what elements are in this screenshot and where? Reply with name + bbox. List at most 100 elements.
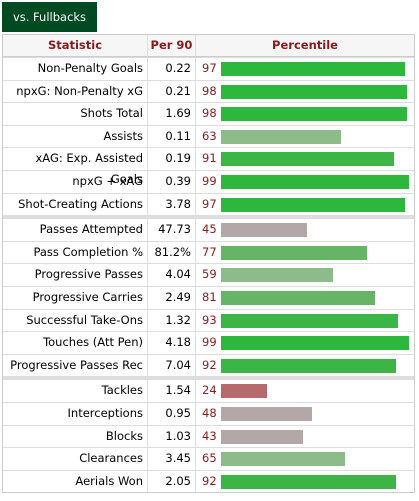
percentile-value: 45 [202,222,217,237]
percentile-bar [221,197,406,212]
percentile-bar [221,474,396,489]
stat-name: Assists [3,125,148,148]
percentile-cell: 93 [196,310,414,332]
per90: 2.05 [148,470,196,493]
header: Per 90 [148,35,196,56]
stat-name: Passes Attempted [3,219,148,241]
per90: 7.04 [148,354,196,377]
percentile-cell: 45 [196,219,414,241]
stat-name: Non-Penalty Goals [3,58,148,80]
stat-row: Aerials Won 2.05 92 [3,469,414,493]
stat-name: Clearances [3,448,148,470]
stat-name: Tackles [3,380,148,402]
stat-row: npxG: Non-Penalty xG 0.21 98 [3,79,414,103]
percentile-value: 92 [202,357,217,372]
percentile-cell: 99 [196,332,414,354]
percentile-bar [221,174,410,189]
stat-row: Tackles 1.54 24 [3,376,414,402]
percentile-cell: 24 [196,380,414,402]
percentile-value: 77 [202,244,217,259]
per90: 0.22 [148,58,196,80]
percentile-value: 97 [202,196,217,211]
per90: 2.49 [148,286,196,309]
percentile-cell: 97 [196,58,414,80]
per90: 47.73 [148,219,196,241]
percentile-bar [221,336,410,351]
percentile-bar [221,62,406,76]
percentile-value: 97 [202,61,217,75]
per90: 3.45 [148,448,196,470]
percentile-bar [221,290,375,305]
tab[interactable]: vs. Fullbacks [2,2,97,32]
percentile-value: 65 [202,451,217,466]
per90: 4.18 [148,332,196,354]
stat-row: Clearances 3.45 65 [3,447,414,470]
header-row: Statistic Per 90 Percentile [3,35,414,57]
stat-name: Pass Completion % [3,241,148,264]
percentile-cell: 48 [196,403,414,425]
stat-name: Shots Total [3,103,148,125]
stat-row: Shot-Creating Actions 3.78 97 [3,192,414,216]
table: Statistic Per 90 Percentile Non-Penalty … [2,34,415,494]
stat-row: xAG: Exp. Assisted Goals 0.19 91 [3,147,414,186]
percentile-bar [221,245,368,260]
percentile-value: 24 [202,383,217,398]
percentile-value: 99 [202,173,217,188]
percentile-bar [221,313,398,328]
percentile-bar [221,223,307,238]
percentile-cell: 92 [196,471,414,493]
percentile-bar [221,152,394,167]
percentile-value: 48 [202,405,217,420]
header: Percentile [272,38,338,52]
percentile-value: 59 [202,267,217,282]
percentile-value: 63 [202,128,217,143]
percentile-value: 98 [202,83,217,98]
stat-name: Aerials Won [3,470,148,493]
percentile-bar [221,406,313,421]
per90: 1.03 [148,425,196,448]
percentile-bar [221,129,341,144]
percentile-cell: 98 [196,81,414,103]
stat-name: xAG: Exp. Assisted Goals [3,148,148,186]
stat-name: npxG + xAG [3,170,148,193]
percentile-bar [221,384,267,399]
stat-row: Pass Completion % 81.2% 77 [3,240,414,264]
stat-row: Touches (Att Pen) 4.18 99 [3,331,414,354]
header: Statistic [3,35,148,56]
percentile-value: 93 [202,312,217,327]
percentile-bar [221,429,303,444]
stat-name: Interceptions [3,402,148,425]
percentile-value: 92 [202,473,217,488]
stat-row: npxG + xAG 0.39 99 [3,169,414,193]
per90: 3.78 [148,193,196,216]
percentile-cell: 65 [196,448,414,470]
stat-name: Progressive Passes Rec [3,354,148,377]
percentile-value: 43 [202,428,217,443]
percentile-value: 98 [202,106,217,121]
stat-name: Touches (Att Pen) [3,332,148,354]
percentile-cell: 97 [196,194,414,216]
percentile-cell: 98 [196,103,414,125]
percentile-value: 91 [202,151,217,166]
stat-row: Progressive Carries 2.49 81 [3,285,414,309]
per90: 1.54 [148,380,196,402]
per90: 1.32 [148,309,196,332]
percentile-cell: 59 [196,264,414,286]
percentile-cell: 81 [196,287,414,309]
percentile-bar [221,358,396,373]
percentile-value: 81 [202,289,217,304]
percentile-bar [221,107,408,122]
percentile-cell: 43 [196,426,414,448]
percentile-bar [221,268,334,283]
percentile-bar [221,84,408,99]
percentile-cell: 92 [196,355,414,377]
percentile-cell: 91 [196,148,414,170]
per90: 0.19 [148,148,196,170]
per90: 0.39 [148,170,196,193]
per90: 0.11 [148,125,196,148]
percentile-cell: 63 [196,126,414,148]
stat-name: Progressive Passes [3,264,148,286]
stat-name: Progressive Carries [3,286,148,309]
per90: 0.95 [148,402,196,425]
